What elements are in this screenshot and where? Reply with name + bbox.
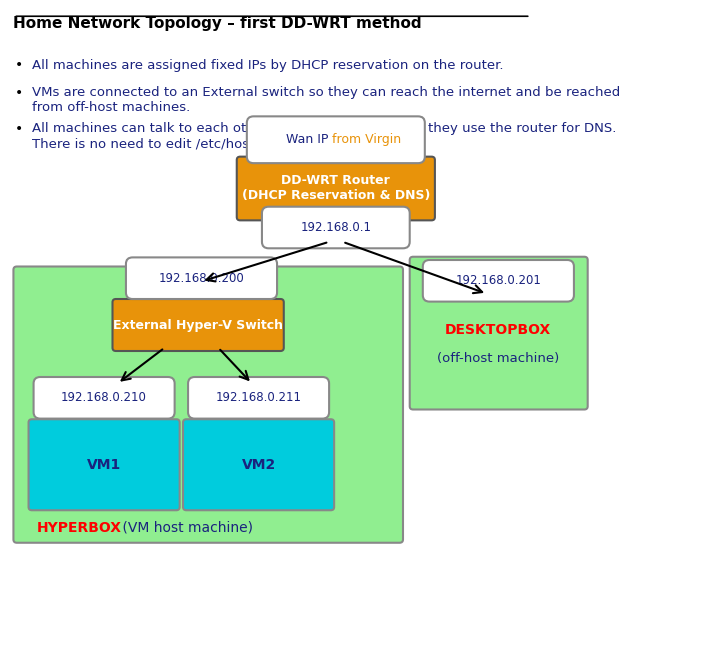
FancyBboxPatch shape xyxy=(237,157,435,220)
FancyBboxPatch shape xyxy=(247,116,425,163)
Text: External Hyper-V Switch: External Hyper-V Switch xyxy=(113,318,283,332)
FancyBboxPatch shape xyxy=(410,257,588,410)
FancyBboxPatch shape xyxy=(33,377,175,419)
Text: VMs are connected to an External switch so they can reach the internet and be re: VMs are connected to an External switch … xyxy=(32,86,621,114)
FancyBboxPatch shape xyxy=(14,266,403,543)
Text: HYPERBOX: HYPERBOX xyxy=(37,521,122,535)
Text: VM1: VM1 xyxy=(87,458,121,472)
Text: DESKTOPBOX: DESKTOPBOX xyxy=(445,323,552,337)
Text: All machines can talk to each other automatically because they use the router fo: All machines can talk to each other auto… xyxy=(32,122,617,150)
FancyBboxPatch shape xyxy=(188,377,329,419)
Text: (off-host machine): (off-host machine) xyxy=(437,352,560,365)
FancyBboxPatch shape xyxy=(183,419,334,510)
Text: 192.168.0.201: 192.168.0.201 xyxy=(455,274,542,287)
Text: VM2: VM2 xyxy=(241,458,276,472)
Text: (VM host machine): (VM host machine) xyxy=(117,521,252,535)
Text: 192.168.0.200: 192.168.0.200 xyxy=(159,272,244,285)
Text: •: • xyxy=(14,86,23,100)
Text: from Virgin: from Virgin xyxy=(333,133,402,146)
FancyBboxPatch shape xyxy=(112,299,283,351)
FancyBboxPatch shape xyxy=(28,419,180,510)
Text: 192.168.0.211: 192.168.0.211 xyxy=(215,391,302,404)
Text: All machines are assigned fixed IPs by DHCP reservation on the router.: All machines are assigned fixed IPs by D… xyxy=(32,58,504,72)
Text: Wan IP: Wan IP xyxy=(286,133,333,146)
FancyBboxPatch shape xyxy=(126,257,277,299)
FancyBboxPatch shape xyxy=(262,207,410,248)
Text: Home Network Topology – first DD-WRT method: Home Network Topology – first DD-WRT met… xyxy=(14,16,422,31)
Text: 192.168.0.210: 192.168.0.210 xyxy=(61,391,147,404)
Text: •: • xyxy=(14,122,23,136)
Text: DD-WRT Router
(DHCP Reservation & DNS): DD-WRT Router (DHCP Reservation & DNS) xyxy=(241,174,430,203)
FancyBboxPatch shape xyxy=(423,260,574,302)
Text: •: • xyxy=(14,58,23,73)
Text: 192.168.0.1: 192.168.0.1 xyxy=(300,221,371,234)
